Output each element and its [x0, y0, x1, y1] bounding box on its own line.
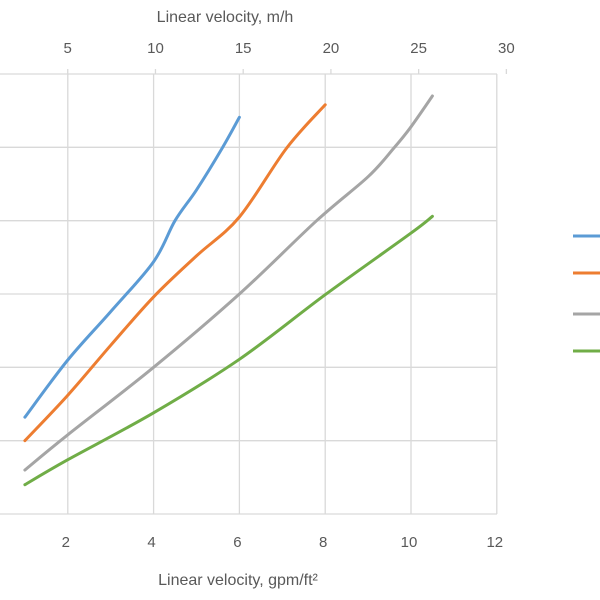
x2-tick-label: 30: [498, 40, 515, 57]
series-line-4: [23, 214, 434, 487]
x2-tick-label: 15: [235, 40, 252, 57]
series-line-3: [23, 94, 434, 472]
x-tick-label: 12: [486, 534, 503, 551]
series-line-1: [23, 115, 241, 419]
series-lines: [23, 94, 434, 487]
bottom-axis-ticks: 2 4 6 8 10 12: [62, 534, 504, 551]
top-axis-ticks: 5 10 15 20 25 30: [64, 40, 515, 74]
x2-tick-label: 10: [147, 40, 164, 57]
x2-tick-label: 20: [323, 40, 340, 57]
x-tick-label: 8: [319, 534, 327, 551]
x-tick-label: 6: [233, 534, 241, 551]
legend: [573, 234, 600, 353]
gridlines: [0, 73, 498, 515]
x-tick-label: 4: [147, 534, 155, 551]
x-tick-label: 2: [62, 534, 70, 551]
x-tick-label: 10: [401, 534, 418, 551]
x2-tick-label: 5: [64, 40, 72, 57]
x2-tick-label: 25: [410, 40, 427, 57]
top-axis-title: Linear velocity, m/h: [157, 9, 294, 26]
bottom-axis-title: Linear velocity, gpm/ft²: [158, 572, 318, 589]
series-line-2: [23, 103, 327, 443]
